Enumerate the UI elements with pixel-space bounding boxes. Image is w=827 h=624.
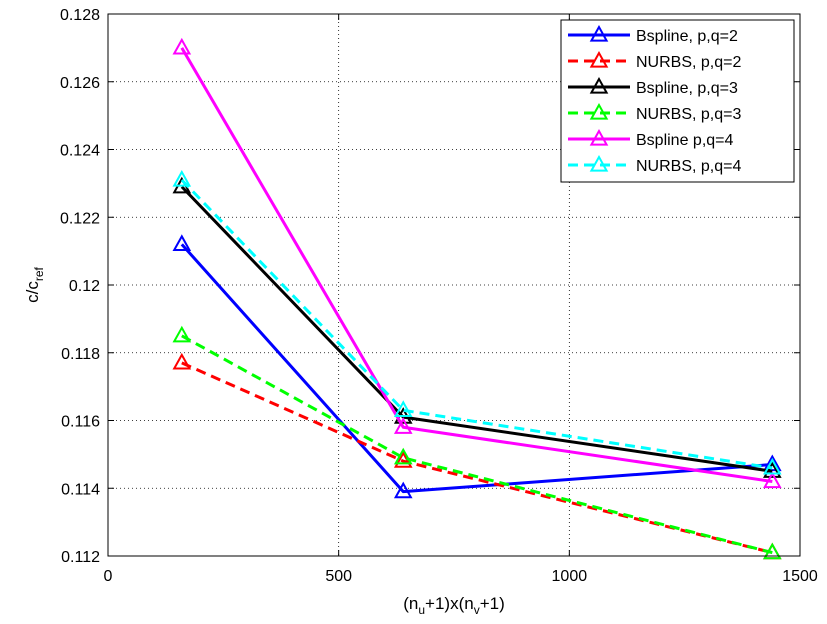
legend-marker-1 bbox=[589, 24, 609, 42]
series-5-marker bbox=[763, 471, 782, 489]
series-6-marker bbox=[393, 400, 413, 417]
series-4-marker bbox=[393, 447, 413, 465]
series-6-marker bbox=[763, 457, 782, 475]
y-tick-label: 0.118 bbox=[61, 346, 100, 363]
x-axis-label: (nu+1)x(nv+1) bbox=[403, 594, 505, 617]
legend: Bspline, p,q=2 NURBS, p,q=2 Bspline, p,q=3… bbox=[560, 19, 795, 183]
y-tick-label: 0.124 bbox=[60, 143, 100, 160]
legend-marker-5 bbox=[589, 128, 609, 146]
x-tick-label: 1500 bbox=[782, 568, 818, 585]
series-line-3 bbox=[180, 185, 773, 473]
y-tick-labels: 0.112 0.114 0.116 0.118 0.12 0.122 0.124 0.126 0… bbox=[60, 7, 100, 566]
y-tick-label: 0.116 bbox=[61, 414, 100, 431]
series-6-marker bbox=[172, 169, 192, 187]
legend-label-4: NURBS, p,q=3 bbox=[636, 106, 741, 123]
series-line-4 bbox=[181, 334, 773, 555]
series-line-2 bbox=[181, 361, 773, 555]
series-line-1 bbox=[180, 243, 773, 494]
plot-frame bbox=[107, 13, 801, 557]
legend-marker-3 bbox=[589, 76, 609, 94]
y-axis-label: c/cref bbox=[23, 266, 46, 302]
y-tick-label: 0.112 bbox=[61, 549, 100, 566]
y-tick-label: 0.114 bbox=[61, 481, 100, 498]
legend-box bbox=[560, 19, 795, 183]
legend-label-1: Bspline, p,q=2 bbox=[636, 28, 738, 45]
legend-label-3: Bspline, p,q=3 bbox=[636, 80, 738, 97]
y-tick-label: 0.126 bbox=[60, 75, 100, 92]
y-tick-label: 0.128 bbox=[60, 7, 100, 24]
y-tick-label: 0.12 bbox=[69, 278, 100, 295]
legend-label-6: NURBS, p,q=4 bbox=[636, 158, 741, 175]
series-5-marker bbox=[393, 417, 413, 434]
legend-marker-6 bbox=[589, 154, 609, 172]
y-tick-label: 0.122 bbox=[60, 210, 100, 227]
x-tick-label: 0 bbox=[104, 568, 113, 585]
legend-label-2: NURBS, p,q=2 bbox=[636, 54, 741, 71]
series-5-marker bbox=[172, 37, 192, 55]
series-4-marker bbox=[763, 542, 782, 560]
series-4-marker bbox=[172, 325, 192, 343]
series-1-marker bbox=[172, 234, 192, 251]
x-tick-label: 500 bbox=[325, 568, 352, 585]
x-tick-labels: 0 500 1000 1500 bbox=[104, 568, 818, 585]
series-1-marker bbox=[393, 481, 413, 499]
x-tick-label: 1000 bbox=[552, 568, 588, 585]
legend-marker-2 bbox=[589, 50, 609, 68]
legend-marker-4 bbox=[589, 102, 609, 120]
series-line-5 bbox=[180, 47, 773, 483]
series-lines bbox=[172, 37, 782, 560]
series-line-6 bbox=[180, 178, 773, 470]
series-3-marker bbox=[763, 461, 782, 478]
series-2-marker bbox=[172, 352, 192, 370]
legend-label-5: Bspline p,q=4 bbox=[636, 132, 734, 149]
